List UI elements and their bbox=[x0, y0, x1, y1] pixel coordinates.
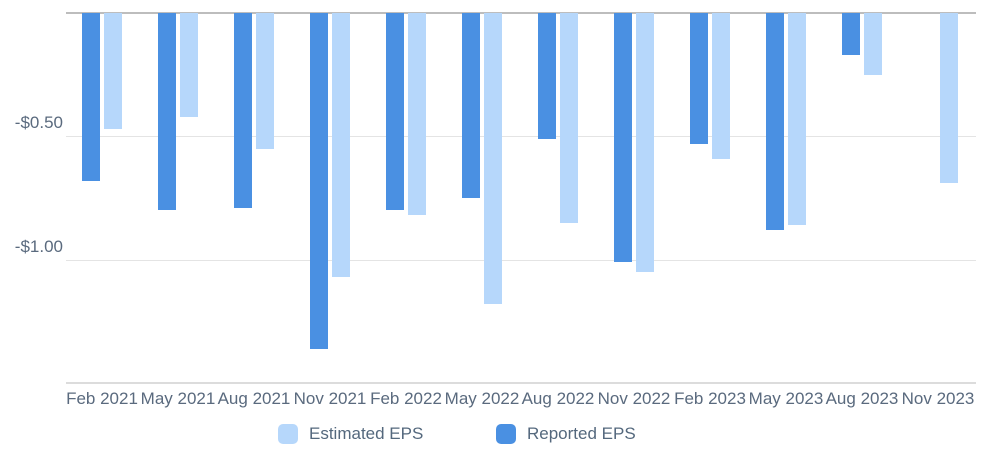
x-axis-label: Feb 2023 bbox=[674, 389, 746, 408]
bar-estimated-eps[interactable] bbox=[712, 13, 730, 159]
x-axis-label: Aug 2021 bbox=[217, 389, 291, 408]
legend-item-estimated-eps[interactable]: Estimated EPS bbox=[278, 421, 423, 447]
bar-reported-eps[interactable] bbox=[386, 13, 404, 210]
bar-estimated-eps[interactable] bbox=[560, 13, 578, 223]
x-axis-label: Feb 2021 bbox=[66, 389, 138, 408]
bar-estimated-eps[interactable] bbox=[788, 13, 806, 225]
x-axis-label: Nov 2022 bbox=[597, 389, 671, 408]
legend-swatch-reported bbox=[496, 424, 516, 444]
bar-estimated-eps[interactable] bbox=[180, 13, 198, 117]
bar-reported-eps[interactable] bbox=[538, 13, 556, 139]
bar-reported-eps[interactable] bbox=[842, 13, 860, 55]
bar-estimated-eps[interactable] bbox=[864, 13, 882, 75]
bar-estimated-eps[interactable] bbox=[940, 13, 958, 183]
bar-reported-eps[interactable] bbox=[158, 13, 176, 210]
x-axis-label: Nov 2021 bbox=[293, 389, 367, 408]
y-axis-tick-label: -$1.00 bbox=[14, 237, 63, 256]
bar-reported-eps[interactable] bbox=[766, 13, 784, 230]
bar-estimated-eps[interactable] bbox=[256, 13, 274, 149]
zero-baseline bbox=[66, 12, 976, 14]
bar-estimated-eps[interactable] bbox=[484, 13, 502, 304]
bar-reported-eps[interactable] bbox=[462, 13, 480, 198]
bar-reported-eps[interactable] bbox=[82, 13, 100, 181]
x-axis-line bbox=[66, 382, 976, 384]
bar-reported-eps[interactable] bbox=[614, 13, 632, 262]
x-axis-label: Aug 2022 bbox=[521, 389, 595, 408]
bar-estimated-eps[interactable] bbox=[636, 13, 654, 272]
bar-reported-eps[interactable] bbox=[690, 13, 708, 144]
x-axis-label: May 2023 bbox=[748, 389, 824, 408]
legend-item-reported-eps[interactable]: Reported EPS bbox=[496, 421, 636, 447]
bar-estimated-eps[interactable] bbox=[408, 13, 426, 215]
bar-estimated-eps[interactable] bbox=[332, 13, 350, 277]
legend-label-reported: Reported EPS bbox=[527, 424, 636, 443]
bar-reported-eps[interactable] bbox=[310, 13, 328, 349]
gridline-minus-050 bbox=[66, 136, 976, 137]
x-axis-label: May 2022 bbox=[444, 389, 520, 408]
bar-estimated-eps[interactable] bbox=[104, 13, 122, 129]
legend-label-estimated: Estimated EPS bbox=[309, 424, 424, 443]
gridline-minus-100 bbox=[66, 260, 976, 261]
legend-swatch-estimated bbox=[278, 424, 298, 444]
bar-reported-eps[interactable] bbox=[234, 13, 252, 208]
y-axis-tick-label: -$0.50 bbox=[14, 113, 63, 132]
x-axis-label: May 2021 bbox=[140, 389, 216, 408]
x-axis-label: Aug 2023 bbox=[825, 389, 899, 408]
x-axis-label: Nov 2023 bbox=[901, 389, 975, 408]
x-axis-label: Feb 2022 bbox=[370, 389, 442, 408]
